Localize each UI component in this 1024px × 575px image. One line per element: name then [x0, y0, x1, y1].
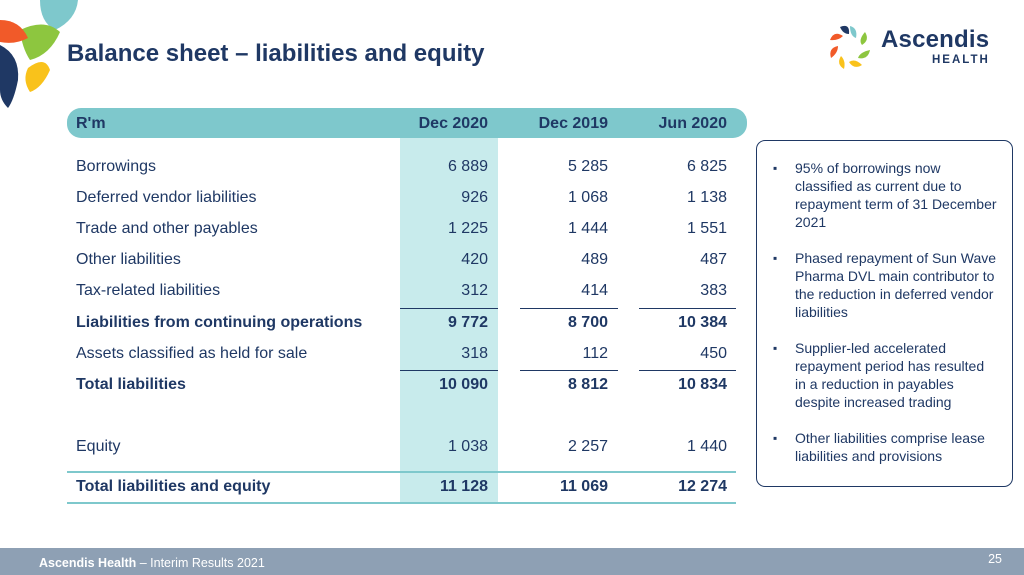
grand-total-bottom-line: [67, 502, 736, 504]
row-label: Trade and other payables: [76, 220, 258, 237]
header-dec-2019: Dec 2019: [538, 115, 608, 132]
commentary-item: ▪ 95% of borrowings now classified as cur…: [773, 159, 998, 231]
subtotal-line: [639, 308, 736, 309]
row-value: 10 834: [678, 376, 727, 393]
row-label: Total liabilities: [76, 376, 186, 393]
row-value: 6 889: [447, 158, 488, 175]
row-value: 1 444: [567, 220, 608, 237]
brand-name: Ascendis: [881, 26, 990, 53]
commentary-text: Other liabilities comprise lease liabili…: [795, 430, 985, 464]
row-label: Tax-related liabilities: [76, 282, 221, 299]
row-label: Equity: [76, 438, 121, 455]
row-value: 489: [581, 251, 608, 268]
row-label: Other liabilities: [76, 251, 181, 268]
row-value: 10 090: [439, 376, 488, 393]
row-value: 6 825: [686, 158, 727, 175]
row-value: 9 772: [447, 314, 488, 331]
row-value: 1 038: [447, 438, 488, 455]
row-value: 12 274: [678, 478, 727, 495]
page-title: Balance sheet – liabilities and equity: [67, 40, 485, 67]
row-value: 1 068: [567, 189, 608, 206]
commentary-item: ▪ Other liabilities comprise lease liabil…: [773, 429, 998, 465]
bullet-icon: ▪: [773, 341, 778, 355]
footer-bar: Ascendis Health – Interim Results 2021 2…: [0, 548, 1024, 575]
row-value: 487: [700, 251, 727, 268]
commentary-item: ▪ Phased repayment of Sun Wave Pharma DVL…: [773, 249, 998, 321]
grand-total-top-line: [67, 471, 736, 473]
row-value: 2 257: [567, 438, 608, 455]
bullet-icon: ▪: [773, 431, 778, 445]
row-value: 926: [461, 189, 488, 206]
subtotal-line: [400, 308, 498, 309]
row-value: 1 225: [447, 220, 488, 237]
commentary-text: Phased repayment of Sun Wave Pharma DVL …: [795, 250, 997, 320]
row-value: 5 285: [567, 158, 608, 175]
row-value: 11 128: [439, 478, 488, 495]
row-value: 1 440: [686, 438, 727, 455]
brand-subtitle: HEALTH: [932, 54, 990, 66]
row-label: Liabilities from continuing operations: [76, 314, 363, 331]
total-line: [400, 370, 498, 371]
commentary-box: ▪ 95% of borrowings now classified as cur…: [756, 140, 1013, 487]
row-value: 383: [700, 282, 727, 299]
commentary-text: Supplier-led accelerated repayment perio…: [795, 340, 985, 410]
footer-subtitle: – Interim Results 2021: [136, 556, 265, 570]
header-jun-2020: Jun 2020: [658, 115, 727, 132]
row-label: Total liabilities and equity: [76, 478, 271, 495]
row-value: 1 551: [686, 220, 727, 237]
commentary-item: ▪ Supplier-led accelerated repayment peri…: [773, 339, 998, 411]
row-value: 420: [461, 251, 488, 268]
subtotal-line: [520, 308, 618, 309]
row-value: 8 700: [567, 314, 608, 331]
row-value: 112: [582, 345, 608, 362]
total-line: [639, 370, 736, 371]
row-value: 414: [581, 282, 608, 299]
table-header: [67, 108, 747, 138]
total-line: [520, 370, 618, 371]
brand-logo: Ascendis HEALTH: [826, 22, 1006, 77]
row-label: Deferred vendor liabilities: [76, 189, 257, 206]
row-label: Assets classified as held for sale: [76, 345, 308, 362]
page-number: 25: [988, 552, 1002, 566]
row-label: Borrowings: [76, 158, 157, 175]
liabilities-table: R'm Dec 2020 Dec 2019 Jun 2020 Borrowing…: [67, 108, 747, 508]
row-value: 1 138: [686, 189, 727, 206]
row-value: 450: [700, 345, 727, 362]
row-value: 312: [461, 282, 488, 299]
row-value: 11 069: [559, 478, 608, 495]
commentary-text: 95% of borrowings now classified as curr…: [795, 160, 997, 230]
footer-text: Ascendis Health – Interim Results 2021: [39, 556, 265, 570]
highlight-column: [400, 138, 498, 504]
header-dec-2020: Dec 2020: [418, 115, 488, 132]
corner-logo-graphic: [0, 0, 78, 108]
bullet-icon: ▪: [773, 161, 778, 175]
row-value: 8 812: [567, 376, 608, 393]
bullet-icon: ▪: [773, 251, 778, 265]
brand-logo-icon: [830, 25, 870, 69]
header-label: R'm: [76, 115, 106, 132]
commentary-list: ▪ 95% of borrowings now classified as cur…: [757, 141, 1012, 465]
row-value: 318: [461, 345, 488, 362]
row-value: 10 384: [678, 314, 727, 331]
footer-company: Ascendis Health: [39, 556, 137, 570]
